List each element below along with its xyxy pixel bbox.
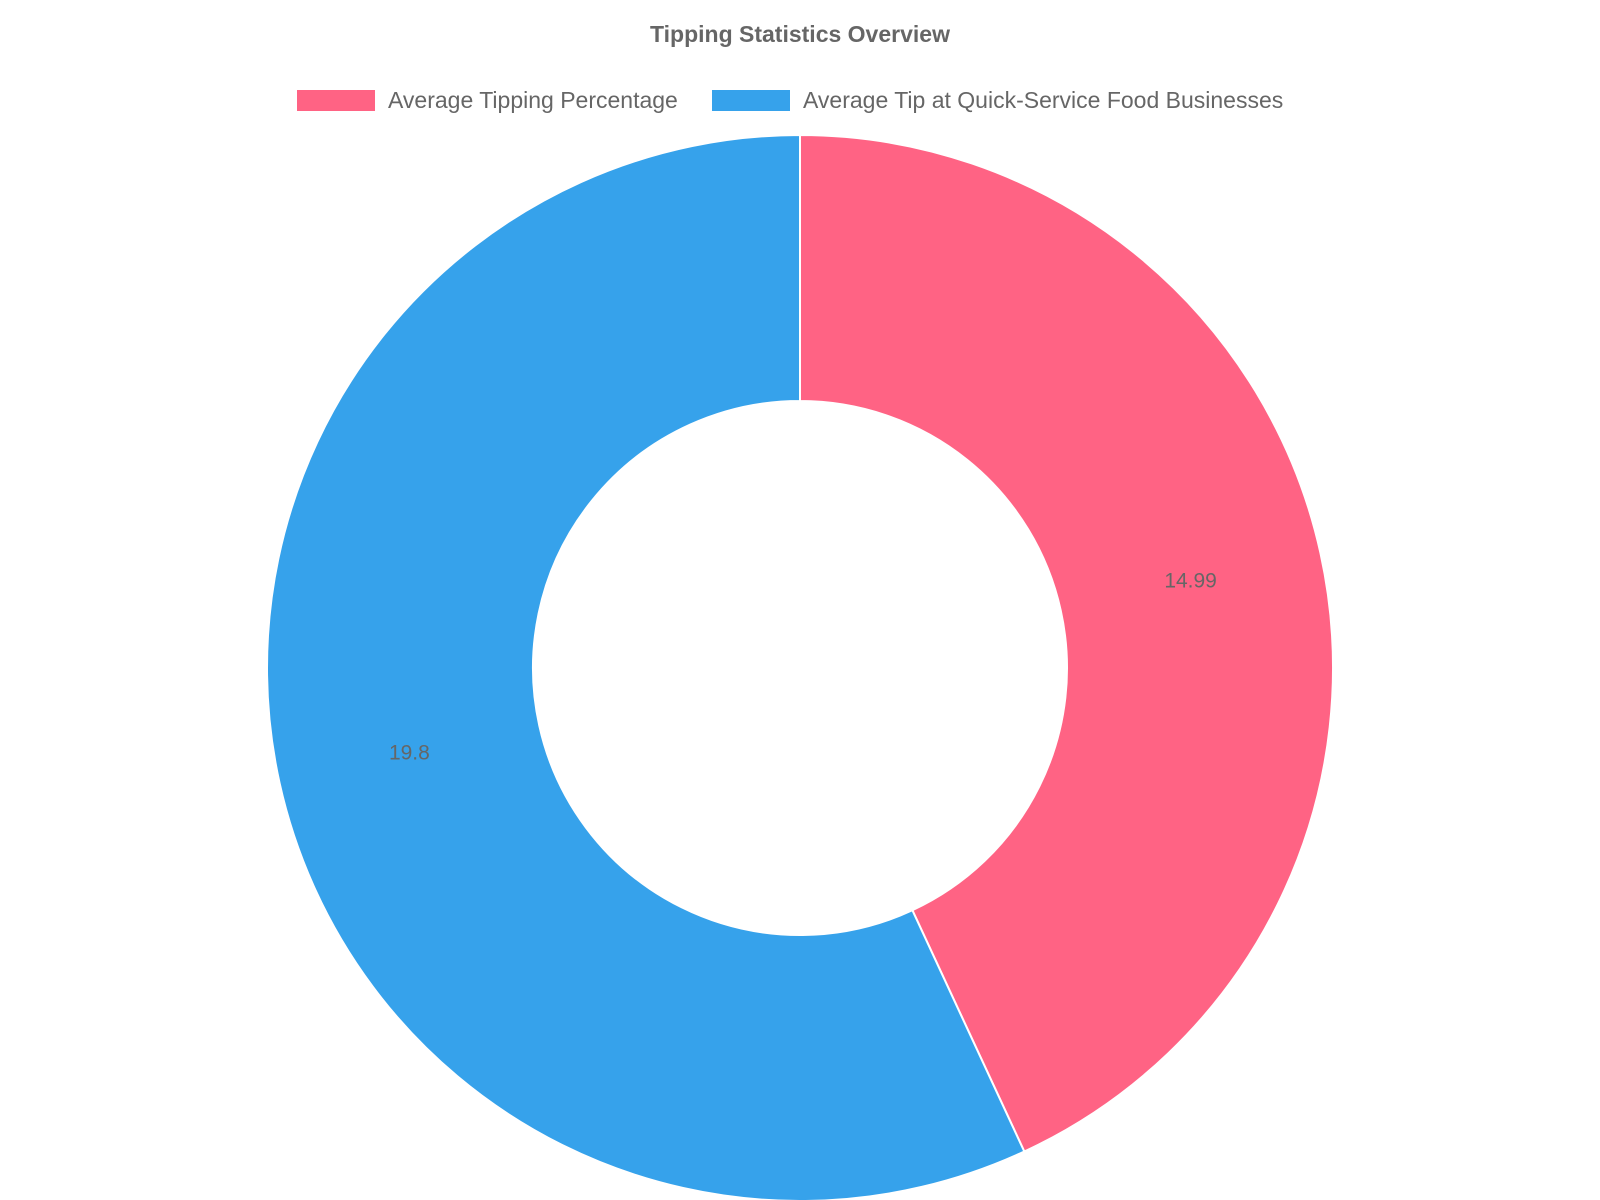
legend-swatch (297, 90, 375, 111)
legend-item[interactable]: Average Tipping Percentage (297, 87, 678, 113)
slice[interactable] (799, 133, 1335, 1153)
legend-item[interactable]: Average Tip at Quick-Service Food Busine… (712, 87, 1283, 113)
slice-value-label: 19.8 (389, 742, 430, 765)
data-labels: 14.99 19.8 (389, 569, 1217, 764)
legend-label: Average Tip at Quick-Service Food Busine… (803, 87, 1283, 113)
slices (266, 133, 1335, 1200)
legend: Average Tipping Percentage Average Tip a… (297, 87, 1283, 113)
slice-value-label: 14.99 (1164, 569, 1217, 592)
legend-label: Average Tipping Percentage (388, 87, 678, 113)
chart-title: Tipping Statistics Overview (650, 21, 950, 47)
slice[interactable] (266, 133, 1026, 1200)
legend-swatch (712, 90, 790, 111)
